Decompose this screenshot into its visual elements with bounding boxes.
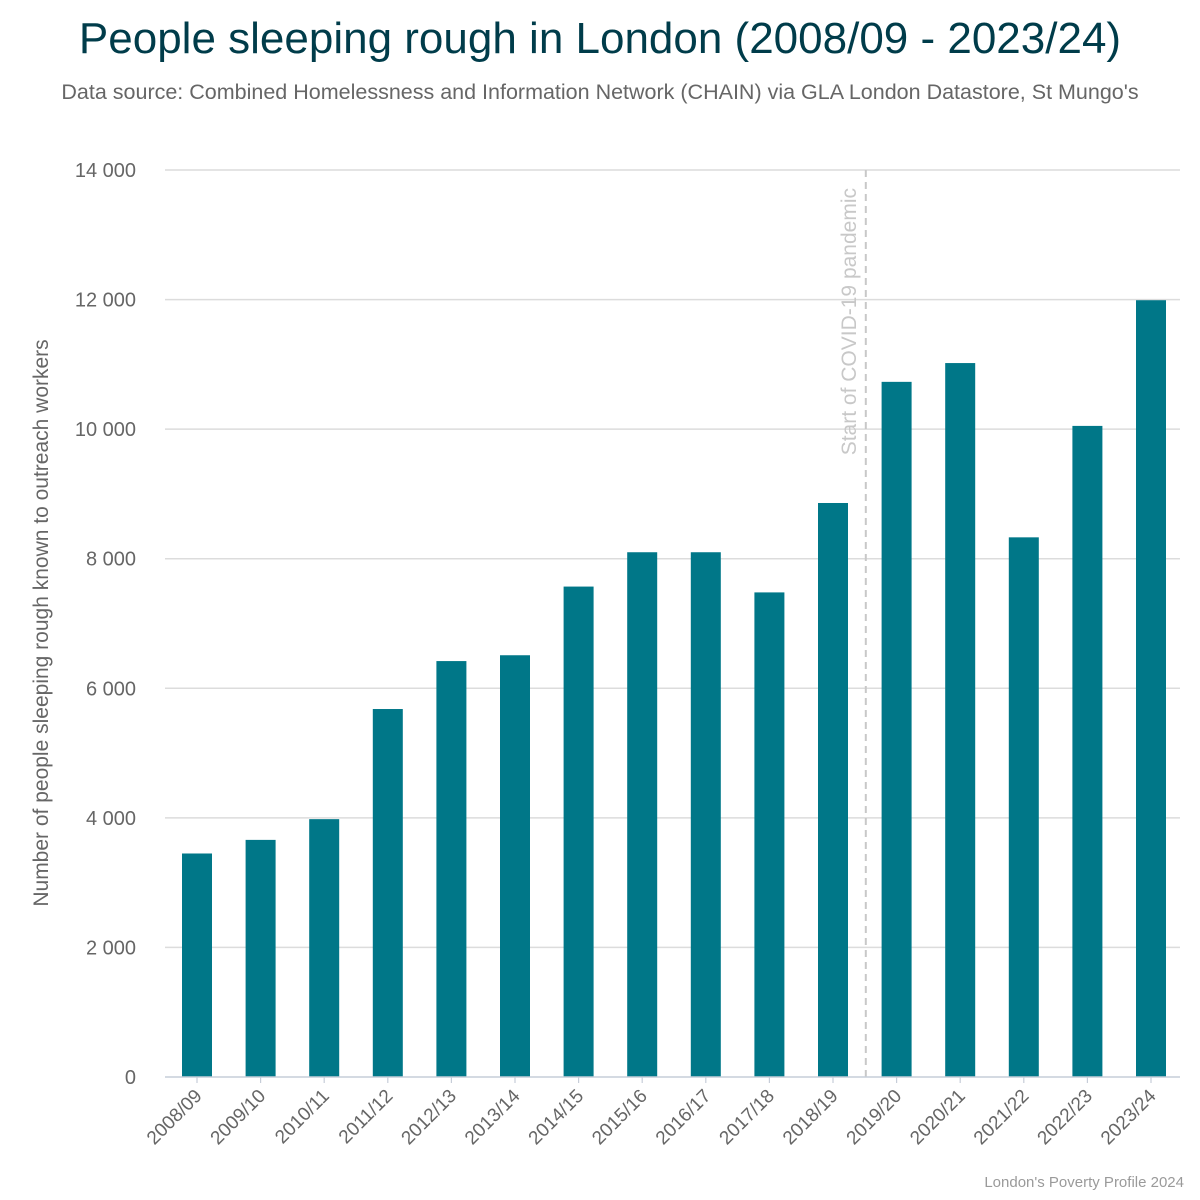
bar-2020-21 [945, 363, 976, 1078]
y-tick-label: 10 000 [75, 419, 136, 441]
chart-subtitle: Data source: Combined Homelessness and I… [61, 80, 1139, 104]
bar-2012-13 [436, 661, 467, 1077]
credit-text: London's Poverty Profile 2024 [984, 1174, 1184, 1191]
x-tick-label: 2018/19 [779, 1086, 842, 1149]
x-tick-label: 2014/15 [525, 1086, 588, 1149]
x-tick-label: 2017/18 [716, 1086, 779, 1149]
bar-2008-09 [182, 853, 212, 1077]
y-tick-label: 14 000 [75, 160, 136, 182]
bar-2014-15 [563, 586, 594, 1077]
bar-2023-24 [1136, 300, 1166, 1077]
bar-2017-18 [754, 592, 785, 1077]
x-tick-label: 2009/10 [207, 1086, 270, 1149]
x-tick-label: 2022/23 [1034, 1086, 1097, 1149]
bar-2019-20 [881, 381, 912, 1078]
bar-2009-10 [245, 839, 276, 1077]
x-tick-label: 2023/24 [1097, 1085, 1161, 1149]
y-tick-label: 8 000 [86, 549, 136, 571]
pandemic-annotation: Start of COVID-19 pandemic [838, 170, 867, 1077]
bar-2011-12 [372, 709, 403, 1077]
bar-2016-17 [690, 552, 721, 1077]
bar-2021-22 [1008, 537, 1039, 1077]
x-tick-label: 2021/22 [970, 1086, 1033, 1149]
y-tick-label: 12 000 [75, 290, 136, 312]
y-tick-label: 0 [125, 1067, 136, 1089]
pandemic-label: Start of COVID-19 pandemic [838, 188, 861, 455]
chart-title: People sleeping rough in London (2008/09… [78, 14, 1122, 63]
x-tick-label: 2008/09 [143, 1086, 206, 1149]
x-tick-label: 2016/17 [652, 1086, 715, 1149]
y-axis-title: Number of people sleeping rough known to… [30, 339, 53, 906]
x-tick-label: 2020/21 [906, 1086, 969, 1149]
x-tick-label: 2010/11 [271, 1086, 333, 1148]
x-tick-label: 2012/13 [398, 1086, 461, 1149]
bar-2022-23 [1072, 425, 1103, 1077]
x-tick-label: 2015/16 [588, 1086, 651, 1149]
x-tick-label: 2013/14 [461, 1085, 525, 1149]
bars [182, 300, 1166, 1078]
bar-2013-14 [500, 655, 530, 1077]
y-tick-label: 6 000 [86, 678, 136, 700]
bar-2018-19 [818, 502, 848, 1078]
y-tick-label: 4 000 [86, 808, 136, 830]
x-tick-label: 2019/20 [843, 1086, 906, 1149]
y-tick-label: 2 000 [86, 937, 136, 959]
bar-2015-16 [627, 552, 658, 1077]
x-tick-label: 2011/12 [335, 1086, 397, 1148]
bar-2010-11 [309, 819, 340, 1077]
